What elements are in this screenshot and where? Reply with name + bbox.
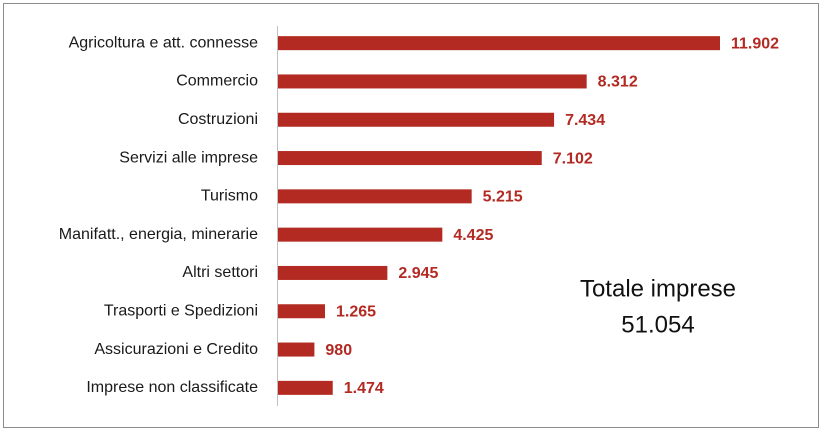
bar bbox=[278, 74, 587, 89]
bar bbox=[278, 112, 555, 127]
bar bbox=[278, 151, 542, 166]
value-label: 8.312 bbox=[598, 74, 638, 91]
value-label: 11.902 bbox=[731, 35, 779, 52]
category-label: Agricoltura e att. connesse bbox=[69, 34, 259, 51]
category-label: Turismo bbox=[201, 188, 258, 205]
category-label: Commercio bbox=[176, 73, 258, 90]
annotation: 51.054 bbox=[621, 311, 694, 338]
bar bbox=[278, 227, 443, 242]
value-label: 1.474 bbox=[344, 380, 384, 397]
annotation: Totale imprese bbox=[580, 275, 736, 302]
bar bbox=[278, 36, 720, 51]
value-label: 1.265 bbox=[336, 303, 376, 320]
bar bbox=[278, 189, 472, 204]
category-label: Costruzioni bbox=[178, 111, 258, 128]
bar bbox=[278, 265, 388, 280]
bar bbox=[278, 380, 333, 395]
chart-border bbox=[3, 3, 819, 428]
category-label: Imprese non classificate bbox=[86, 379, 258, 396]
value-label: 7.434 bbox=[565, 112, 605, 129]
bar bbox=[278, 342, 315, 357]
value-label: 4.425 bbox=[453, 227, 493, 244]
category-label: Servizi alle imprese bbox=[119, 149, 258, 166]
value-label: 5.215 bbox=[483, 189, 523, 206]
category-label: Altri settori bbox=[182, 264, 258, 281]
value-label: 2.945 bbox=[398, 265, 438, 282]
value-label: 980 bbox=[325, 342, 352, 359]
category-label: Manifatt., energia, minerarie bbox=[59, 226, 258, 243]
category-label: Trasporti e Spedizioni bbox=[104, 302, 258, 319]
bar bbox=[278, 304, 325, 319]
value-label: 7.102 bbox=[553, 150, 593, 167]
category-label: Assicurazioni e Credito bbox=[94, 341, 258, 358]
